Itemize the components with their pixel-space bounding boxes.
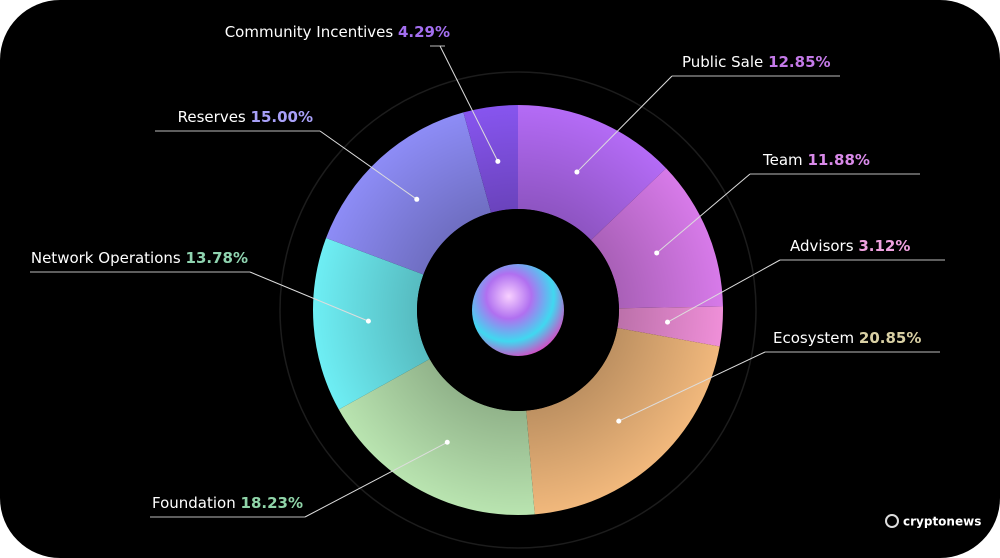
leader-line — [304, 441, 448, 518]
value-label: 12.85% — [768, 53, 830, 71]
value-label: 13.78% — [186, 249, 248, 267]
category-name: Advisors — [790, 237, 854, 255]
value-label: 20.85% — [859, 329, 921, 347]
value-label: 15.00% — [251, 108, 313, 126]
value-label: 3.12% — [858, 237, 910, 255]
leader-line — [439, 45, 499, 162]
category-name: Foundation — [152, 494, 236, 512]
leader-dot — [414, 196, 420, 202]
segment-label: Team 11.88% — [762, 151, 870, 169]
watermark-logo — [885, 514, 899, 528]
segment-label: Reserves 15.00% — [178, 108, 313, 126]
leader-dot — [495, 158, 501, 164]
leader-line — [249, 271, 369, 322]
category-name: Community Incentives — [225, 23, 394, 41]
segment-label: Community Incentives 4.29% — [225, 23, 450, 41]
leader-line — [656, 173, 751, 254]
leader-dot — [665, 319, 671, 325]
category-name: Team — [762, 151, 803, 169]
value-label: 18.23% — [241, 494, 303, 512]
segment-label: Ecosystem 20.85% — [773, 329, 921, 347]
leader-line — [618, 351, 766, 422]
category-name: Ecosystem — [773, 329, 854, 347]
center-sphere — [472, 264, 564, 356]
category-name: Public Sale — [682, 53, 763, 71]
value-label: 11.88% — [807, 151, 869, 169]
leader-line — [576, 75, 673, 173]
leader-dot — [365, 318, 371, 324]
segment-label: Network Operations 13.78% — [31, 249, 248, 267]
segment-label: Foundation 18.23% — [152, 494, 303, 512]
leader-line — [319, 130, 418, 200]
category-name: Reserves — [178, 108, 246, 126]
leader-dot — [654, 250, 660, 256]
leader-dot — [444, 439, 450, 445]
leader-dot — [574, 169, 580, 175]
segment-label: Advisors 3.12% — [790, 237, 910, 255]
segment-label: Public Sale 12.85% — [682, 53, 831, 71]
watermark: cryptonews — [903, 515, 981, 529]
leader-dot — [616, 418, 622, 424]
category-name: Network Operations — [31, 249, 181, 267]
leader-line — [667, 259, 781, 323]
value-label: 4.29% — [398, 23, 450, 41]
outer-ring — [279, 71, 757, 549]
